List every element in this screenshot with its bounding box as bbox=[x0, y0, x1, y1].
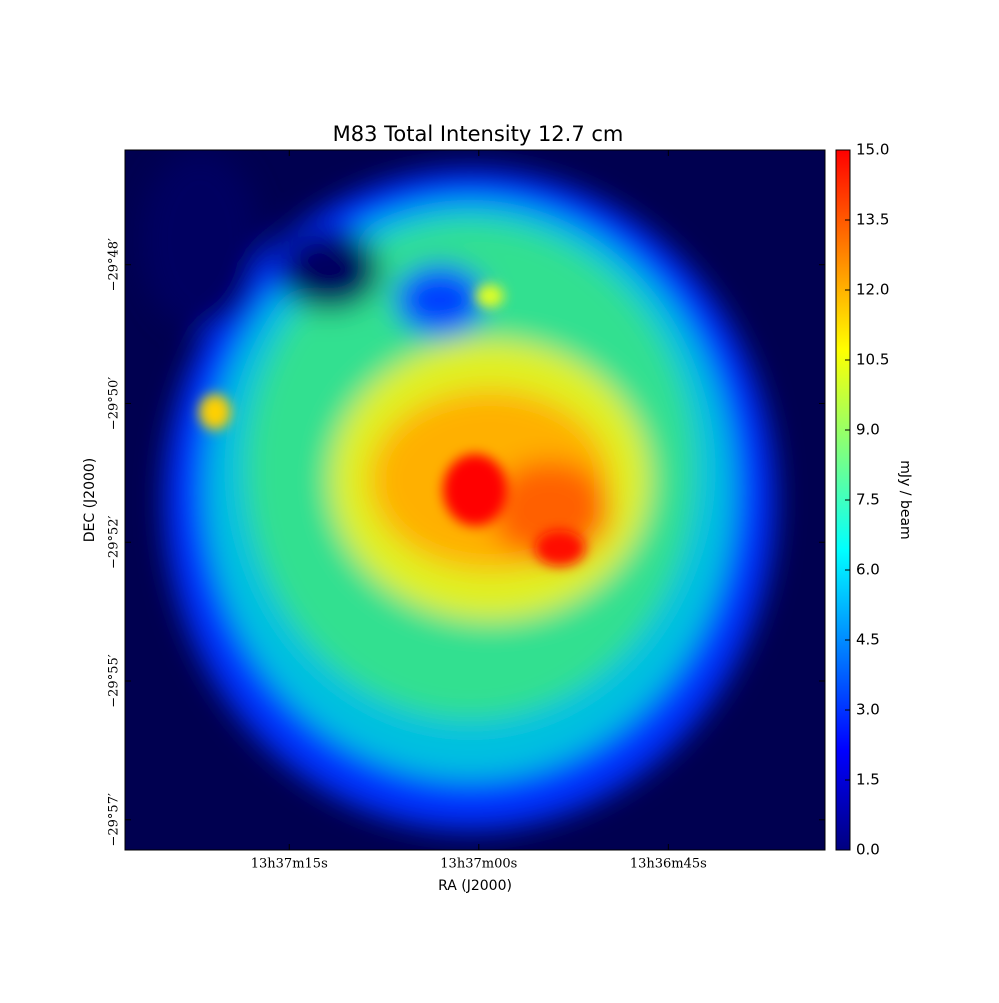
colorbar-tick-label: 3.0 bbox=[856, 701, 880, 719]
colorbar-tick-label: 1.5 bbox=[856, 771, 880, 789]
x-tick-label: 13h37m00s bbox=[440, 857, 517, 872]
colorbar-tick-label: 9.0 bbox=[856, 421, 880, 439]
y-tick-label: −29°57′ bbox=[107, 793, 122, 846]
y-tick-label: −29°50′ bbox=[107, 377, 122, 430]
colorbar-tick-label: 10.5 bbox=[856, 351, 889, 369]
chart-title: M83 Total Intensity 12.7 cm bbox=[333, 122, 624, 146]
x-axis-label: RA (J2000) bbox=[438, 878, 512, 894]
colorbar-tick-label: 6.0 bbox=[856, 561, 880, 579]
plot-frame bbox=[124, 149, 826, 851]
x-tick-label: 13h36m45s bbox=[630, 857, 707, 872]
intensity-image bbox=[125, 150, 825, 850]
y-tick-label: −29°52′ bbox=[107, 515, 122, 568]
y-tick-label: −29°55′ bbox=[107, 654, 122, 707]
colorbar-tick-label: 4.5 bbox=[856, 631, 880, 649]
colorbar-tick-label: 0.0 bbox=[856, 841, 880, 859]
y-axis-label: DEC (J2000) bbox=[82, 458, 98, 543]
y-tick-label: −29°48′ bbox=[107, 238, 122, 291]
colorbar-tick-label: 15.0 bbox=[856, 141, 889, 159]
colorbar-tick-label: 12.0 bbox=[856, 281, 889, 299]
colorbar-label: mJy / beam bbox=[897, 460, 913, 539]
colorbar-tick-label: 13.5 bbox=[856, 211, 889, 229]
colorbar-tick-label: 7.5 bbox=[856, 491, 880, 509]
x-tick-label: 13h37m15s bbox=[251, 857, 328, 872]
